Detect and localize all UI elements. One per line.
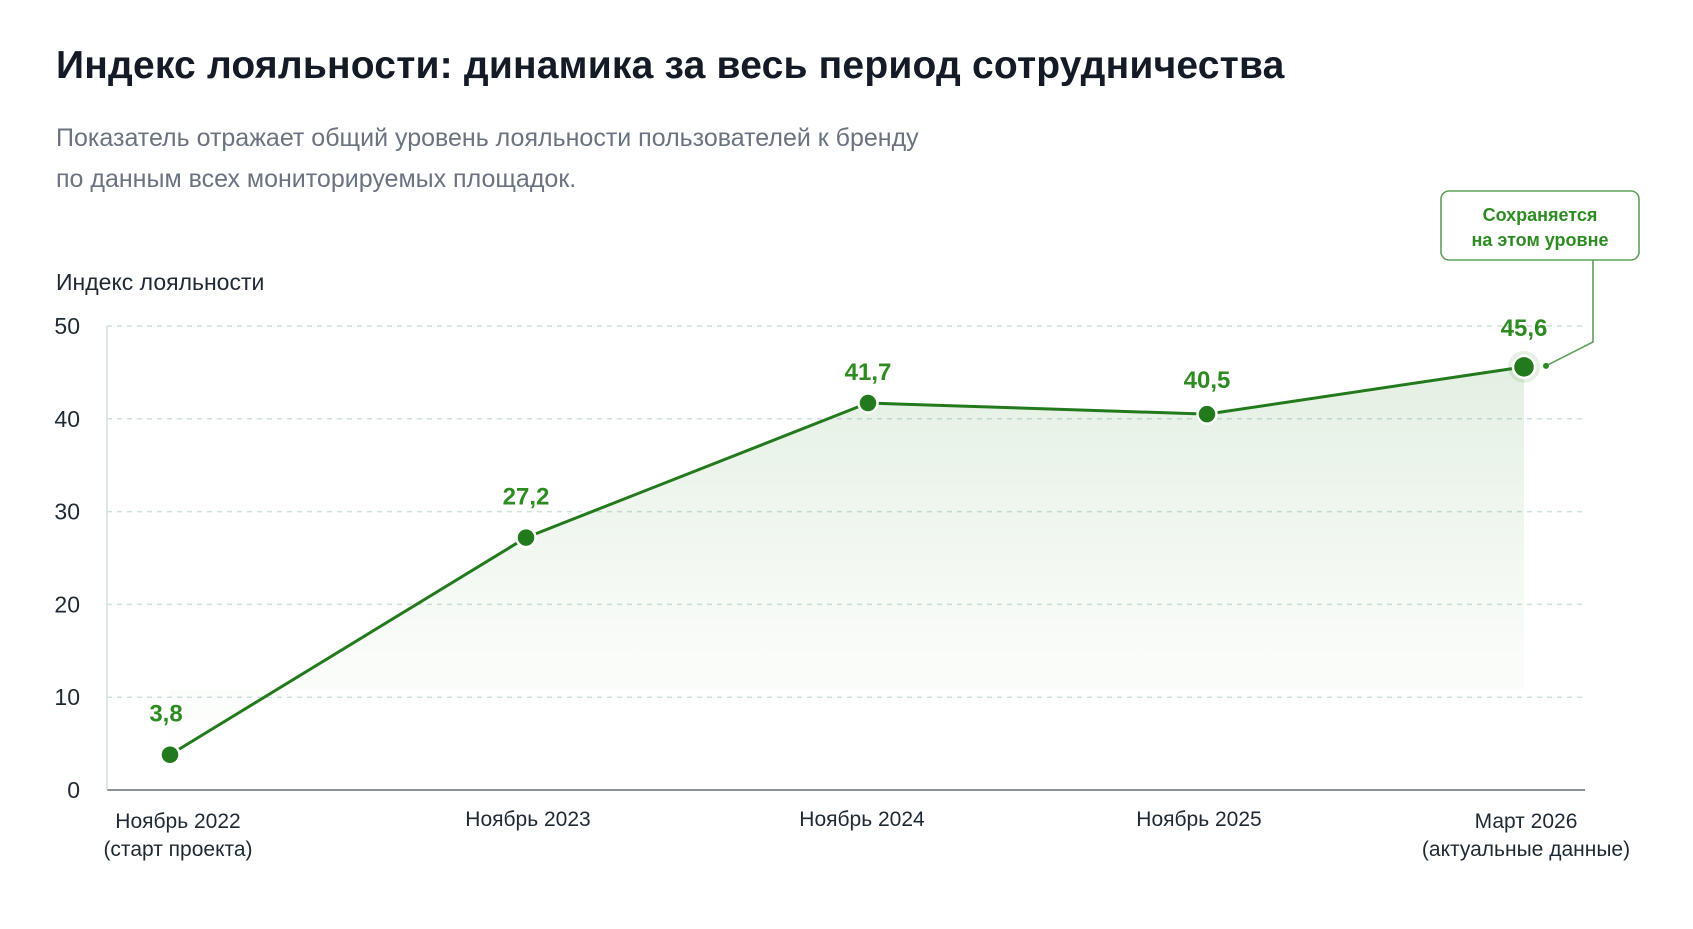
data-point <box>515 526 537 549</box>
x-tick-label: (старт проекта) <box>103 838 252 861</box>
y-tick-labels: 0 10 20 30 40 50 <box>54 313 80 803</box>
y-tick-label: 50 <box>54 313 80 339</box>
y-tick-label: 10 <box>54 684 80 710</box>
subtitle-line-2: по данным всех мониторируемых площадок. <box>56 165 577 193</box>
data-point <box>159 743 181 766</box>
data-point <box>1511 354 1537 380</box>
y-axis-label: Индекс лояльности <box>56 269 264 295</box>
callout-leader <box>1545 260 1594 367</box>
y-tick-label: 20 <box>54 591 80 617</box>
data-labels: 3,8 27,2 41,7 40,5 45,6 <box>149 315 1547 728</box>
x-tick-label: Ноябрь 2022 <box>115 810 240 833</box>
data-point <box>1196 403 1218 425</box>
data-label: 45,6 <box>1501 315 1548 342</box>
data-point <box>857 392 879 414</box>
x-tick-label: (актуальные данные) <box>1422 838 1630 861</box>
x-tick-label: Ноябрь 2023 <box>465 808 590 831</box>
x-tick-labels: Ноябрь 2022 (старт проекта) Ноябрь 2023 Ноя… <box>103 808 1630 861</box>
callout-text: Сохраняется <box>1483 205 1598 225</box>
chart-subtitle: Показатель отражает общий уровень лояльн… <box>56 118 1056 200</box>
data-label: 41,7 <box>845 359 892 386</box>
x-tick-label: Март 2026 <box>1475 810 1578 833</box>
y-tick-label: 40 <box>54 406 80 432</box>
subtitle-line-1: Показатель отражает общий уровень лояльн… <box>56 124 919 152</box>
data-label: 40,5 <box>1184 367 1231 394</box>
data-label: 27,2 <box>503 484 550 511</box>
y-tick-label: 30 <box>54 499 80 525</box>
y-tick-label: 0 <box>67 777 80 803</box>
callout-anchor-dot <box>1543 362 1549 369</box>
data-points <box>159 350 1540 766</box>
x-tick-label: Ноябрь 2025 <box>1136 808 1261 831</box>
callout-box <box>1440 190 1640 261</box>
chart-title: Индекс лояльности: динамика за весь пери… <box>56 44 1285 87</box>
annotation-callout: Сохраняется на этом уровне <box>1440 190 1640 369</box>
callout-text: на этом уровне <box>1472 230 1609 250</box>
x-tick-label: Ноябрь 2024 <box>799 808 925 831</box>
data-label: 3,8 <box>149 701 182 728</box>
area-fill <box>170 366 1524 755</box>
